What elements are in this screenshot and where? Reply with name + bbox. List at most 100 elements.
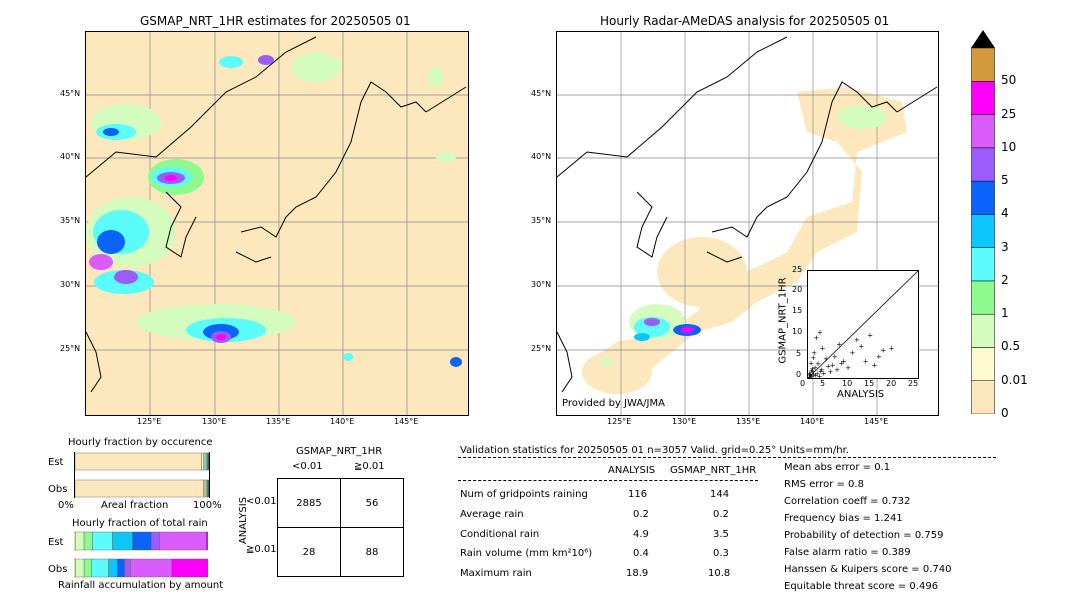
fraction-segment <box>75 558 85 578</box>
colorbar-swatch <box>971 380 995 415</box>
contingency-false-alarms: 56 <box>340 478 404 528</box>
scatter-point: + <box>823 355 829 363</box>
colorbar-label: 0.01 <box>1001 372 1028 387</box>
score-pod: Probability of detection = 0.759 <box>784 530 944 541</box>
occurence-chart <box>74 452 210 498</box>
contingency-col-ge: ≧0.01 <box>354 461 385 472</box>
right-lat-tick-45: 45°N <box>531 89 552 98</box>
colorbar-canvas <box>971 30 995 415</box>
provider-credit: Provided by JWA/JMA <box>562 398 665 409</box>
validation-col-gsmap: GSMAP_NRT_1HR <box>670 465 757 476</box>
left-lon-tick-125: 125°E <box>137 417 162 426</box>
left-map <box>85 31 469 416</box>
contingency-misses: 28 <box>277 527 341 577</box>
scatter-point: + <box>858 342 864 350</box>
occurence-bars <box>74 452 210 498</box>
right-lon-tick-125: 125°E <box>607 417 632 426</box>
scatter-ytick: 15 <box>792 306 803 315</box>
stat-gsmap: 144 <box>710 489 730 500</box>
stat-analysis: 0.2 <box>633 509 649 520</box>
totalrain-xlabel: Rainfall accumulation by amount <box>58 580 224 591</box>
scatter-point: + <box>828 368 834 376</box>
right-lon-tick-140: 140°E <box>800 417 825 426</box>
scatter-point: + <box>863 357 869 365</box>
scatter-point: + <box>809 365 815 373</box>
fraction-segment <box>117 558 125 578</box>
scatter-point: + <box>821 369 827 377</box>
right-lat-tick-35: 35°N <box>531 216 552 225</box>
right-map: Provided by JWA/JMA + + + + + + + + + + + + + + + + + + + +… <box>556 31 939 416</box>
colorbar-label: 0 <box>1001 406 1009 420</box>
colorbar-swatch <box>971 313 995 348</box>
scatter-point: + <box>811 371 817 378</box>
fraction-segment <box>201 452 204 471</box>
right-lat-tick-30: 30°N <box>531 280 552 289</box>
left-rain-field <box>86 52 462 367</box>
stat-analysis: 4.9 <box>633 529 649 540</box>
scatter-point: + <box>814 370 820 378</box>
colorbar-swatch <box>971 180 995 215</box>
scatter-point: + <box>818 368 824 376</box>
fraction-segment <box>83 531 93 551</box>
contingency-hits-none: 2885 <box>277 478 341 528</box>
scatter-xtick: 25 <box>908 379 919 388</box>
fraction-segment <box>75 531 85 551</box>
occurence-est-label: Est <box>48 457 64 468</box>
scatter-point: + <box>809 367 815 375</box>
fraction-segment <box>124 558 131 578</box>
fraction-segment <box>150 531 160 551</box>
contingency-row-lt: <0.01 <box>246 496 277 507</box>
scatter-xlabel: ANALYSIS <box>837 389 885 400</box>
scatter-point: + <box>850 349 856 357</box>
scatter-ytick: 10 <box>792 327 803 336</box>
fraction-segment <box>206 531 209 551</box>
fraction-segment <box>129 558 173 578</box>
score-far: False alarm ratio = 0.389 <box>784 547 911 558</box>
right-coastlines <box>557 36 938 393</box>
scatter-point: + <box>810 354 816 362</box>
totalrain-chart <box>73 531 209 579</box>
fraction-segment <box>112 531 133 551</box>
colorbar-swatch <box>971 81 995 115</box>
colorbar-swatch <box>971 114 995 149</box>
scatter-point: + <box>817 372 823 378</box>
validation-header: Validation statistics for 20250505 01 n=… <box>460 445 849 456</box>
scatter-xtick: 15 <box>864 379 875 388</box>
colorbar-label: 25 <box>1001 106 1017 121</box>
validation-table-divider <box>458 480 758 481</box>
colorbar-swatch <box>971 214 995 248</box>
scatter-ytick: 0 <box>796 370 802 379</box>
scatter-xtick: 5 <box>820 379 826 388</box>
colorbar-label: 50 <box>1001 73 1017 88</box>
colorbar-swatch <box>971 147 995 182</box>
right-lon-tick-135: 135°E <box>736 417 761 426</box>
scatter-point: + <box>815 360 821 368</box>
fraction-segment <box>74 479 204 498</box>
left-lon-tick-135: 135°E <box>266 417 291 426</box>
scatter-point: + <box>819 366 825 374</box>
scatter-ytick: 25 <box>792 265 803 274</box>
fraction-segment <box>108 558 118 578</box>
scatter-point: + <box>841 357 847 365</box>
scatter-plot: ++++++++++++++++++++++++++++++++++++++++… <box>806 270 919 382</box>
fraction-segment <box>92 531 113 551</box>
left-coastlines <box>86 36 467 393</box>
scatter-point: + <box>808 374 813 378</box>
validation-divider <box>458 457 996 458</box>
scatter-ytick: 20 <box>792 285 803 294</box>
right-rain-field <box>601 105 887 366</box>
colorbar-label: 4 <box>1001 206 1009 221</box>
scatter-point: + <box>830 362 836 370</box>
scatter-point: + <box>817 328 823 336</box>
scatter-point: + <box>876 353 882 361</box>
colorbar-label: 1 <box>1001 306 1009 321</box>
contingency-col-lt: <0.01 <box>292 461 323 472</box>
score-corr: Correlation coeff = 0.732 <box>784 496 911 507</box>
totalrain-bars <box>73 531 209 578</box>
score-mae: Mean abs error = 0.1 <box>784 462 891 473</box>
contingency-row-ge: ≧0.01 <box>246 544 277 555</box>
right-lat-tick-40: 40°N <box>531 152 552 161</box>
contingency-table: 2885 56 28 88 <box>277 478 404 577</box>
stat-analysis: 18.9 <box>626 568 649 579</box>
fraction-segment <box>159 531 207 551</box>
